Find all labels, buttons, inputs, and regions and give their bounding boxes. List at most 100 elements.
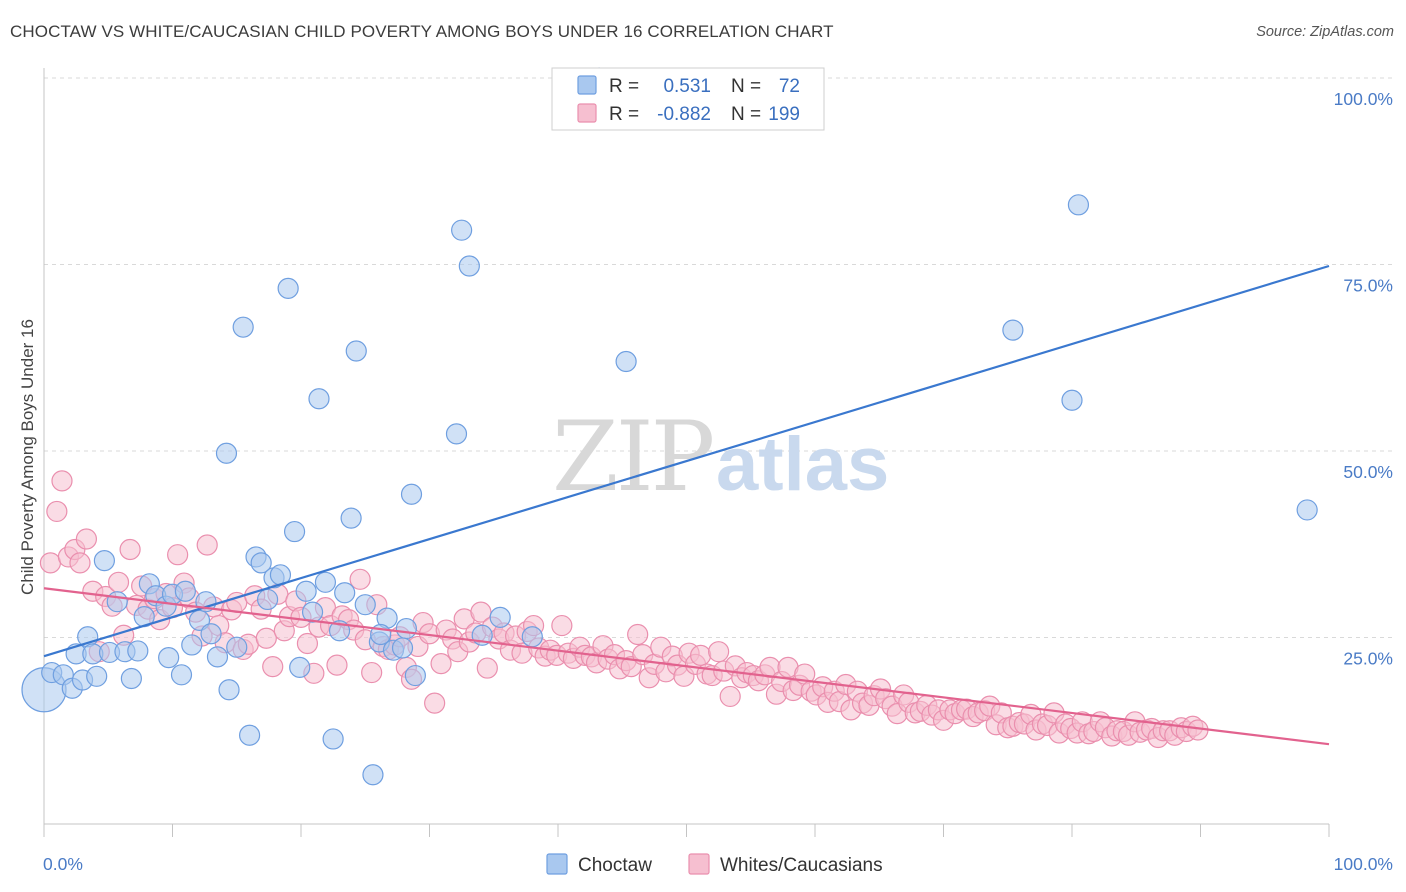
point-choctaw-58 [445, 423, 468, 445]
point-choctaw-24 [188, 609, 211, 631]
point-choctaw-55 [395, 617, 417, 640]
legend-r-label-whites: R = [609, 104, 639, 125]
point-choctaw-31 [232, 316, 254, 338]
x-tick-label-0: 0.0% [43, 854, 83, 874]
legend-r-value-whites: -0.882 [657, 104, 711, 125]
point-whites-54 [361, 661, 383, 684]
point-choctaw-21 [170, 664, 193, 686]
labels-layer: Child Poverty Among Boys Under 16 0.0% 1… [18, 89, 1393, 874]
point-whites-37 [262, 655, 284, 678]
point-choctaw-68 [1067, 194, 1090, 216]
point-choctaw-11 [106, 591, 128, 613]
watermark-zip: ZIP [552, 401, 713, 513]
point-choctaw-19 [158, 647, 180, 669]
point-choctaw-67 [1061, 389, 1083, 411]
point-choctaw-49 [345, 340, 367, 362]
point-whites-66 [430, 653, 452, 675]
point-choctaw-71 [391, 637, 414, 659]
point-whites-11 [107, 571, 130, 593]
point-whites-0 [39, 552, 62, 574]
point-whites-87 [551, 614, 573, 637]
point-whites-6 [75, 528, 98, 550]
point-whites-65 [424, 692, 446, 714]
point-choctaw-69 [1296, 499, 1318, 521]
point-whites-48 [326, 654, 348, 676]
point-choctaw-43 [308, 388, 330, 410]
point-choctaw-26 [200, 623, 222, 645]
point-choctaw-51 [362, 764, 384, 786]
y-tick-label-25: 25.0% [1343, 649, 1393, 669]
point-choctaw-27 [206, 646, 229, 668]
legend-n-value-whites: 199 [768, 104, 800, 125]
legend-bottom: Choctaw Whites/Caucasians [546, 853, 883, 876]
legend-bottom-swatch-whites [688, 853, 710, 875]
legend-n-label-whites: N = [731, 104, 761, 125]
legend-bottom-label-choctaw: Choctaw [578, 855, 652, 876]
point-choctaw-63 [521, 626, 543, 648]
source-credit: Source: ZipAtlas.com [1256, 24, 1394, 40]
point-whites-13 [119, 538, 141, 561]
point-choctaw-38 [277, 277, 299, 299]
point-whites-111 [690, 644, 712, 667]
point-whites-43 [296, 632, 319, 655]
point-whites-1 [46, 500, 68, 523]
point-choctaw-45 [322, 728, 344, 750]
trend-layer [43, 264, 1330, 746]
y-tick-label-75: 75.0% [1343, 276, 1393, 296]
legend-top: R = 0.531 N = 72 R = -0.882 N = 199 [551, 67, 825, 131]
legend-r-label-choctaw: R = [609, 76, 639, 97]
point-choctaw-22 [174, 580, 196, 602]
point-whites-73 [470, 601, 492, 623]
point-whites-100 [627, 623, 649, 646]
point-choctaw-42 [301, 601, 324, 623]
point-choctaw-62 [489, 606, 511, 628]
point-choctaw-30 [226, 636, 248, 658]
point-choctaw-57 [404, 664, 426, 687]
point-choctaw-32 [239, 724, 261, 746]
point-choctaw-39 [283, 520, 306, 543]
trendline-whites [43, 587, 1330, 746]
legend-top-box [551, 67, 825, 131]
legend-n-value-choctaw: 72 [779, 76, 800, 97]
point-choctaw-56 [400, 483, 423, 505]
legend-n-label-choctaw: N = [731, 76, 761, 97]
point-whites-74 [476, 657, 498, 679]
watermark: ZIP atlas [552, 401, 889, 513]
x-tick-label-100: 100.0% [1334, 854, 1393, 874]
point-choctaw-34 [250, 552, 272, 574]
point-choctaw-28 [215, 442, 238, 464]
point-choctaw-35 [256, 588, 279, 611]
point-whites-5 [69, 552, 91, 574]
point-choctaw-47 [334, 582, 356, 604]
point-choctaw-9 [93, 550, 115, 572]
point-choctaw-14 [127, 640, 149, 662]
point-choctaw-48 [340, 507, 362, 529]
point-choctaw-44 [314, 571, 337, 593]
point-choctaw-41 [295, 580, 317, 602]
point-choctaw-23 [181, 634, 203, 656]
point-whites-26 [196, 534, 218, 556]
point-choctaw-29 [218, 679, 240, 701]
trendline-choctaw [43, 264, 1330, 658]
legend-swatch-whites [577, 103, 597, 123]
point-choctaw-13 [120, 667, 142, 690]
y-tick-label-100: 100.0% [1334, 89, 1393, 109]
point-whites-116 [719, 685, 741, 708]
legend-swatch-choctaw [577, 75, 597, 95]
point-choctaw-60 [458, 255, 480, 277]
point-choctaw-59 [451, 219, 473, 241]
point-choctaw-40 [289, 656, 311, 678]
point-whites-2 [51, 470, 73, 492]
point-whites-21 [167, 544, 189, 566]
point-whites-52 [349, 568, 371, 590]
legend-r-value-choctaw: 0.531 [663, 76, 711, 97]
point-whites-114 [708, 641, 730, 663]
legend-bottom-swatch-choctaw [546, 853, 568, 875]
legend-bottom-label-whites: Whites/Caucasians [720, 855, 883, 876]
point-whites-36 [255, 627, 277, 649]
point-choctaw-50 [354, 594, 376, 616]
watermark-atlas: atlas [716, 422, 889, 507]
point-choctaw-65 [615, 350, 637, 373]
point-choctaw-8 [86, 665, 108, 687]
